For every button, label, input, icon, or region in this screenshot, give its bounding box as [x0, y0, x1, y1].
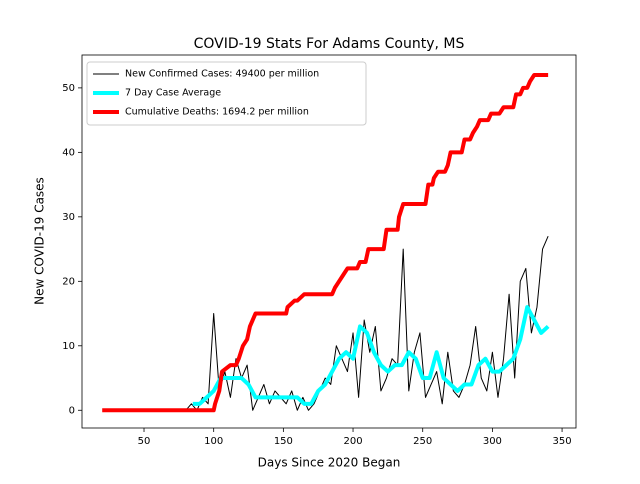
x-tick-label: 300	[483, 436, 502, 447]
x-tick-label: 250	[413, 436, 432, 447]
x-axis-label: Days Since 2020 Began	[258, 456, 401, 470]
x-tick-label: 350	[553, 436, 572, 447]
x-tick-label: 150	[274, 436, 293, 447]
legend-label: 7 Day Case Average	[125, 88, 221, 99]
legend-label: Cumulative Deaths: 1694.2 per million	[125, 107, 309, 118]
series-line	[102, 72, 549, 413]
y-tick-label: 20	[62, 276, 75, 287]
y-tick-label: 10	[62, 341, 75, 352]
series-line	[192, 305, 550, 406]
y-tick-label: 0	[69, 405, 75, 416]
x-tick-label: 200	[343, 436, 362, 447]
y-tick-label: 50	[62, 83, 75, 94]
x-tick-label: 100	[204, 436, 223, 447]
y-axis-label: New COVID-19 Cases	[33, 177, 47, 305]
legend-label: New Confirmed Cases: 49400 per million	[125, 69, 319, 80]
plot-frame	[81, 54, 577, 429]
legend-box	[86, 61, 367, 126]
y-tick-label: 40	[62, 147, 75, 158]
y-tick-label: 30	[62, 212, 75, 223]
chart-title: COVID-19 Stats For Adams County, MS	[194, 36, 465, 52]
x-tick-label: 50	[138, 436, 151, 447]
legend: New Confirmed Cases: 49400 per million 7 …	[86, 61, 367, 126]
